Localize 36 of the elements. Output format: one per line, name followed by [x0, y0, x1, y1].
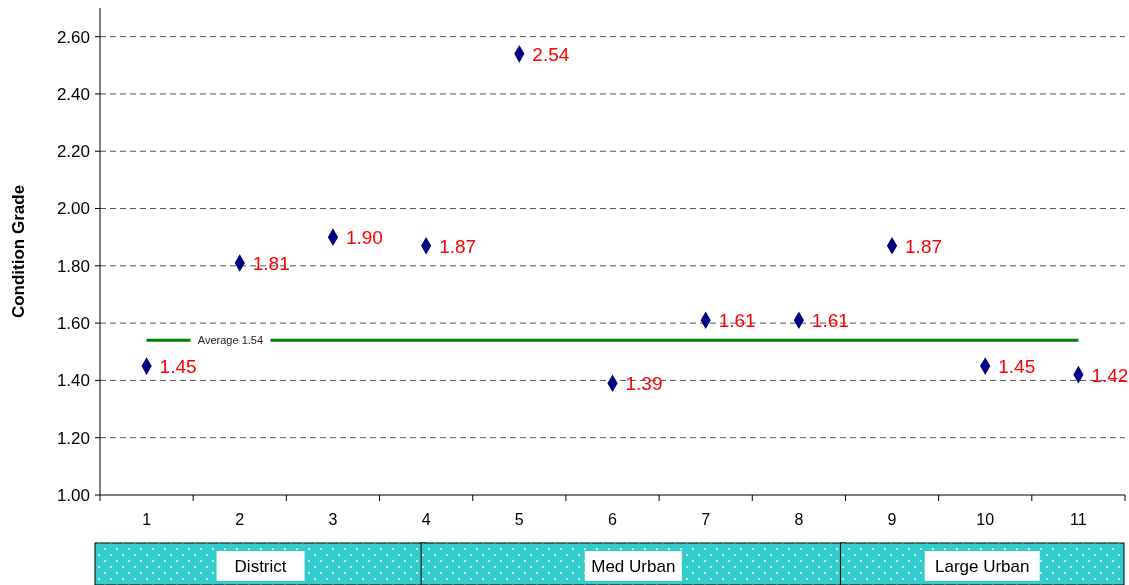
- x-tick-label: 9: [887, 511, 897, 528]
- data-label: 1.61: [718, 310, 756, 332]
- y-tick-label: 1.60: [56, 314, 90, 334]
- y-tick-label: 1.80: [56, 256, 90, 276]
- text: Med Urban: [591, 556, 676, 576]
- data-label: 1.45: [159, 356, 197, 378]
- data-label: 1.45: [998, 356, 1036, 378]
- y-tick-label: 2.20: [56, 142, 90, 162]
- x-tick-label: 11: [1070, 511, 1087, 528]
- text: Large Urban: [934, 556, 1030, 576]
- x-tick-label: 10: [976, 511, 995, 528]
- y-tick-label: 1.20: [56, 428, 90, 448]
- data-label: 1.87: [439, 235, 477, 257]
- x-tick-label: 6: [608, 511, 618, 528]
- data-label: 1.61: [811, 310, 849, 332]
- y-tick-label: 2.40: [56, 84, 90, 104]
- data-label: 1.42: [1091, 364, 1129, 386]
- x-tick-label: 8: [794, 511, 804, 528]
- x-tick-label: 5: [514, 511, 524, 528]
- data-label: 1.81: [252, 252, 290, 274]
- ref-line-label: Average 1.54: [197, 334, 264, 347]
- data-label: 1.39: [625, 373, 663, 395]
- y-tick-label: 1.00: [56, 485, 90, 505]
- x-tick-label: 2: [235, 511, 245, 528]
- x-tick-label: 7: [701, 511, 711, 528]
- data-label: 1.90: [345, 227, 383, 249]
- x-tick-label: 3: [328, 511, 338, 528]
- y-tick-label: 2.00: [56, 199, 90, 219]
- y-tick-label: 1.40: [56, 371, 90, 391]
- y-axis-title: Condition Grade: [9, 184, 28, 319]
- x-tick-label: 4: [421, 511, 431, 528]
- data-label: 1.87: [905, 235, 943, 257]
- x-tick-label: 1: [142, 511, 152, 528]
- data-label: 2.54: [532, 43, 570, 65]
- y-tick-label: 2.60: [56, 27, 90, 47]
- text: District: [234, 556, 287, 576]
